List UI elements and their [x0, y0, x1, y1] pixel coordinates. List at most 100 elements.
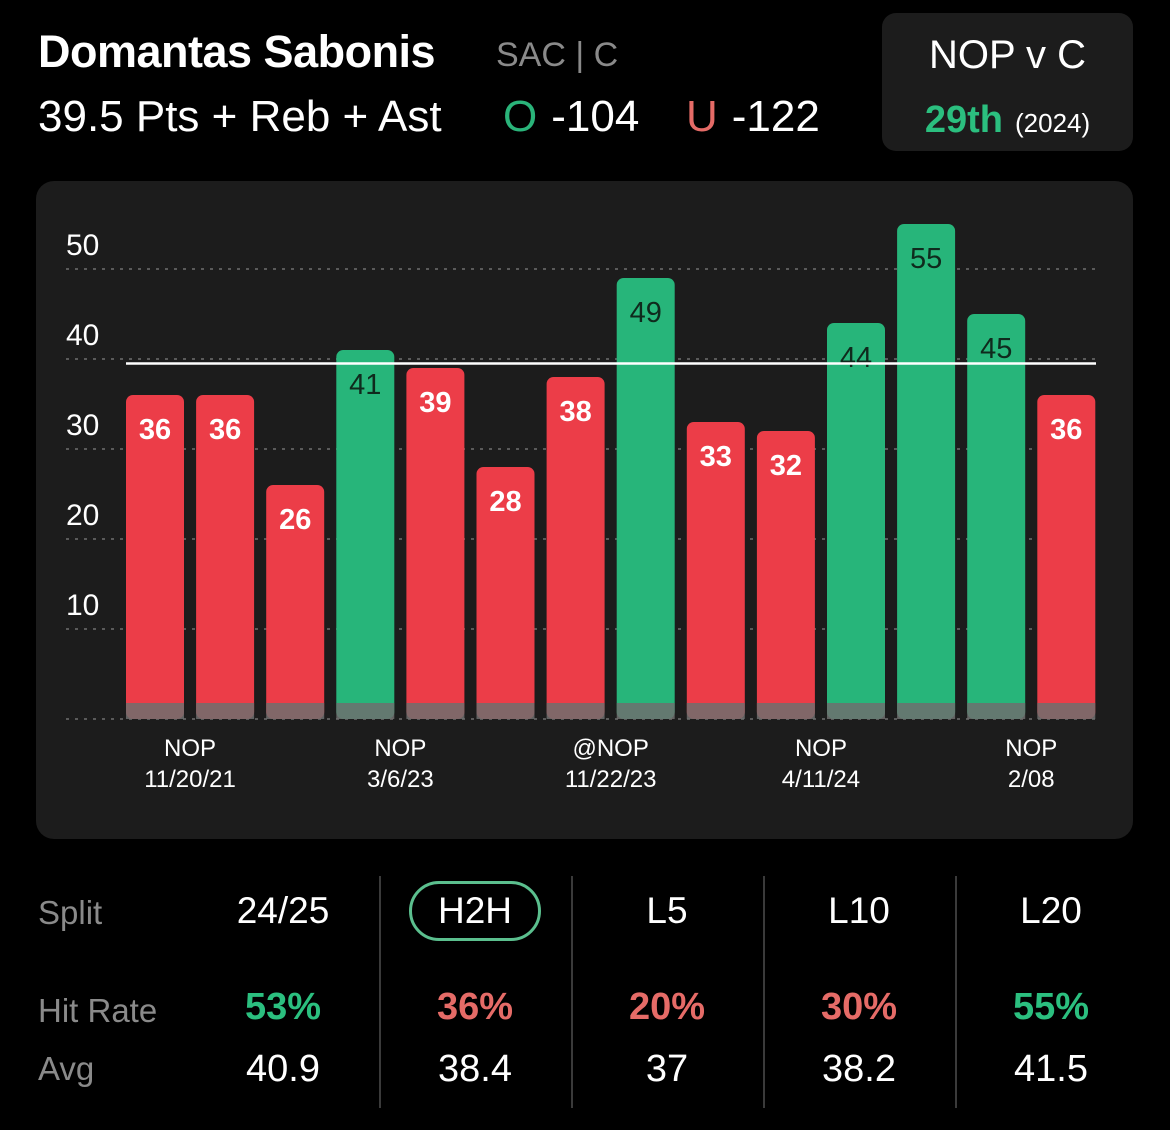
- column-divider: [571, 876, 573, 1108]
- bar-base: [967, 703, 1026, 719]
- bar: [336, 350, 395, 719]
- y-tick-label: 30: [66, 409, 99, 442]
- bar-value-label: 33: [700, 441, 732, 473]
- hit-rate-value: 30%: [820, 986, 898, 1028]
- hit-rate-value: 36%: [436, 986, 514, 1028]
- bar: [406, 368, 465, 719]
- avg-value: 37: [645, 1048, 689, 1090]
- rank-year: (2024): [1014, 108, 1091, 138]
- bar-value-label: 44: [840, 342, 872, 374]
- bar-base: [616, 703, 675, 719]
- team-position: SAC | C: [496, 36, 619, 74]
- bar: [196, 395, 255, 719]
- split-column-l10[interactable]: L10 30% 38.2: [764, 868, 954, 1130]
- x-label-opponent: @NOP: [572, 735, 648, 762]
- x-label-date: 11/22/23: [565, 766, 657, 793]
- bar-base: [336, 703, 395, 719]
- avg-value: 38.2: [822, 1048, 896, 1090]
- avg-value: 41.5: [1014, 1048, 1088, 1090]
- bar-base: [406, 703, 465, 719]
- hit-rate-value: 55%: [1012, 986, 1090, 1028]
- x-label-date: 4/11/24: [782, 766, 860, 793]
- bar-value-label: 38: [559, 396, 591, 428]
- split-tab[interactable]: H2H: [380, 881, 570, 941]
- column-divider: [763, 876, 765, 1108]
- bar-base: [546, 703, 605, 719]
- bar-chart: 10 20 30 40 50 36 36 26 41 39 28 38 49 33 32 44 55 45 36 NO…: [66, 224, 1096, 793]
- bar-value-label: 41: [349, 369, 381, 401]
- split-tab[interactable]: L20: [956, 890, 1146, 932]
- over-odds[interactable]: O -104: [503, 92, 639, 142]
- x-label-date: 3/6/23: [367, 766, 434, 793]
- under-odds-value: -122: [731, 92, 820, 141]
- game-log-chart: 10 20 30 40 50 36 36 26 41 39 28 38 49 33 32 44 55 45 36 NO…: [36, 181, 1133, 839]
- x-label-date: 2/08: [1008, 766, 1055, 793]
- bar: [897, 224, 956, 719]
- player-name: Domantas Sabonis: [38, 26, 436, 77]
- bar: [126, 395, 184, 719]
- bar-value-label: 26: [279, 504, 311, 536]
- split-tab[interactable]: L10: [764, 890, 954, 932]
- split-stats: Split Hit Rate Avg 24/25 53% 40.9 H2H 36% 38.…: [0, 868, 1170, 1130]
- split-label: Split: [38, 894, 103, 931]
- split-tab-label: 24/25: [236, 890, 330, 931]
- hit-rate-value: 53%: [244, 986, 322, 1028]
- split-column-h2h[interactable]: H2H 36% 38.4: [380, 868, 570, 1130]
- split-tab-label: L10: [828, 890, 890, 931]
- matchup-card[interactable]: NOP v C 29th (2024): [882, 13, 1133, 151]
- hit-rate-value: 20%: [628, 986, 706, 1028]
- split-column-2425[interactable]: 24/25 53% 40.9: [188, 868, 378, 1130]
- bar: [827, 323, 885, 719]
- bar: [756, 431, 815, 719]
- bar: [1037, 395, 1096, 719]
- bar-base: [1037, 703, 1096, 719]
- bar-base: [266, 703, 325, 719]
- x-label-opponent: NOP: [1005, 735, 1057, 762]
- split-column-l5[interactable]: L5 20% 37: [572, 868, 762, 1130]
- avg-value: 40.9: [246, 1048, 320, 1090]
- x-label-opponent: NOP: [374, 735, 426, 762]
- bar: [967, 314, 1026, 719]
- avg-label: Avg: [38, 1050, 95, 1087]
- x-label-date: 11/20/21: [144, 766, 236, 793]
- bar: [616, 278, 675, 719]
- avg-value: 38.4: [438, 1048, 512, 1090]
- over-label: O: [503, 92, 538, 141]
- hit-rate-label: Hit Rate: [38, 992, 158, 1029]
- bar-base: [827, 703, 885, 719]
- bar-value-label: 45: [980, 333, 1012, 365]
- under-label: U: [686, 92, 718, 141]
- split-tab-label: L20: [1020, 890, 1082, 931]
- y-tick-label: 10: [66, 589, 99, 622]
- bar-value-label: 55: [910, 243, 942, 275]
- y-tick-label: 50: [66, 229, 99, 262]
- split-tab-label: L5: [646, 890, 688, 931]
- under-odds[interactable]: U -122: [686, 92, 820, 142]
- bar-value-label: 36: [1050, 414, 1082, 446]
- bar: [686, 422, 745, 719]
- split-tab[interactable]: 24/25: [188, 890, 378, 932]
- column-divider: [379, 876, 381, 1108]
- prop-line: 39.5 Pts + Reb + Ast: [38, 92, 442, 141]
- bar-value-label: 36: [139, 414, 171, 446]
- y-tick-label: 40: [66, 319, 99, 352]
- bar-value-label: 32: [770, 450, 802, 482]
- over-odds-value: -104: [551, 92, 640, 141]
- bar-base: [126, 703, 184, 719]
- split-tab[interactable]: L5: [572, 890, 762, 932]
- bar: [546, 377, 605, 719]
- bar-value-label: 28: [489, 486, 521, 518]
- bar-base: [897, 703, 956, 719]
- bar-value-label: 49: [630, 297, 662, 329]
- bar-value-label: 36: [209, 414, 241, 446]
- defense-rank: 29th (2024): [882, 99, 1133, 142]
- column-divider: [955, 876, 957, 1108]
- split-column-l20[interactable]: L20 55% 41.5: [956, 868, 1146, 1130]
- bar-base: [756, 703, 815, 719]
- x-label-opponent: NOP: [164, 735, 216, 762]
- bar: [266, 485, 325, 719]
- bar-base: [476, 703, 535, 719]
- y-tick-label: 20: [66, 499, 99, 532]
- matchup-title: NOP v C: [928, 33, 1087, 77]
- rank-value: 29th: [924, 99, 1003, 141]
